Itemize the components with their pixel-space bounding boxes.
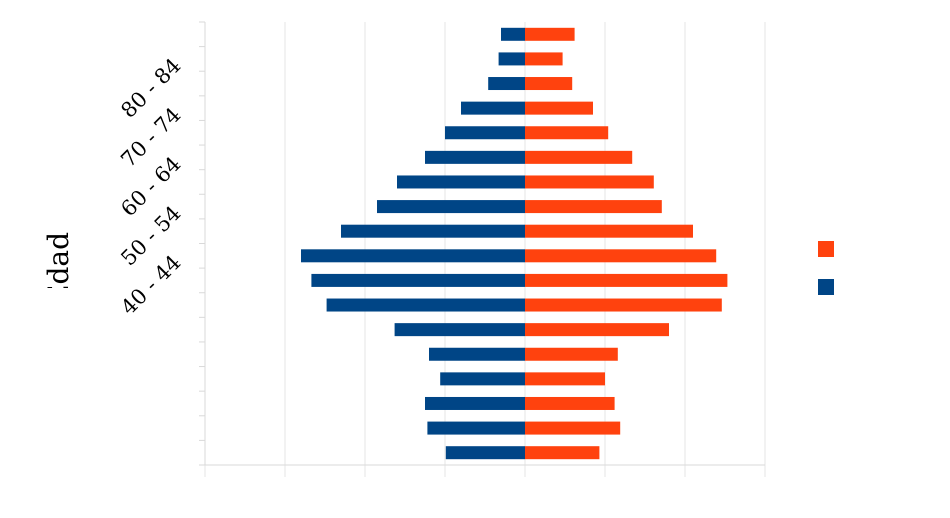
legend-swatch-blue [818,279,834,295]
bar-series1-row1 [501,27,525,41]
bar-series2-row4 [525,101,593,115]
bar-series1-row2 [498,52,525,66]
bar-series2-row12 [525,298,722,312]
bar-series1-row18 [445,446,525,460]
bar-series2-row14 [525,347,618,361]
bar-series2-row10 [525,249,717,263]
bar-series2-row3 [525,77,573,91]
bar-series1-row13 [394,323,525,337]
bar-series1-row8 [377,200,525,214]
bar-series1-row7 [397,175,525,189]
bar-series1-row14 [429,347,525,361]
bar-series1-row12 [326,298,525,312]
bar-series1-row6 [425,150,525,164]
bar-series2-row1 [525,27,575,41]
bar-series1-row16 [425,396,525,410]
legend-swatch-orange [818,241,834,257]
bar-series2-row13 [525,323,669,337]
bar-series1-row3 [488,77,525,91]
bar-series1-row15 [440,372,525,386]
bar-series1-row10 [301,249,525,263]
bar-series1-row9 [341,224,525,238]
bar-series2-row9 [525,224,693,238]
bar-series2-row11 [525,273,728,287]
y-axis-label: Edad [42,232,75,288]
bar-series2-row17 [525,421,621,435]
bar-series2-row8 [525,200,662,214]
bar-series2-row16 [525,396,615,410]
bar-series2-row6 [525,150,633,164]
bar-series1-row5 [445,126,525,140]
bar-series2-row2 [525,52,563,66]
bar-series2-row18 [525,446,600,460]
bar-series1-row11 [311,273,525,287]
bar-series1-row17 [427,421,525,435]
bar-series1-row4 [461,101,525,115]
bar-series2-row15 [525,372,605,386]
bar-series2-row5 [525,126,609,140]
bar-series2-row7 [525,175,654,189]
